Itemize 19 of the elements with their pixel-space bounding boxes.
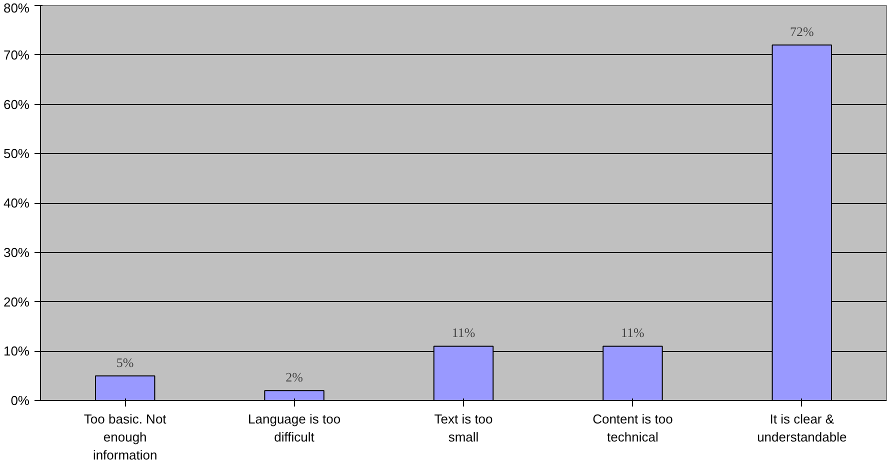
x-tick-label: Too basic. Not enough information — [84, 412, 167, 462]
data-label: 11% — [452, 325, 476, 340]
y-tick-label: 20% — [3, 294, 30, 310]
y-tick-label: 50% — [3, 146, 30, 162]
data-label: 11% — [621, 325, 645, 340]
y-tick-label: 10% — [3, 344, 30, 359]
x-tick-label: Language is too difficult — [248, 412, 341, 444]
data-label: 72% — [790, 24, 814, 39]
y-tick-label: 40% — [3, 196, 30, 210]
y-tick-label: 0% — [10, 393, 30, 408]
x-tick-label: Text is too small — [434, 412, 493, 444]
y-tick-label: 70% — [3, 47, 30, 62]
y-tick-label: 80% — [3, 0, 30, 16]
data-label: 2% — [286, 370, 304, 385]
y-tick-label: 60% — [3, 96, 30, 112]
y-tick-label: 30% — [3, 244, 30, 260]
x-tick-label: Content is too technical — [592, 412, 673, 444]
x-tick-label: It is clear & understandable — [757, 412, 847, 444]
data-label: 5% — [116, 354, 134, 370]
